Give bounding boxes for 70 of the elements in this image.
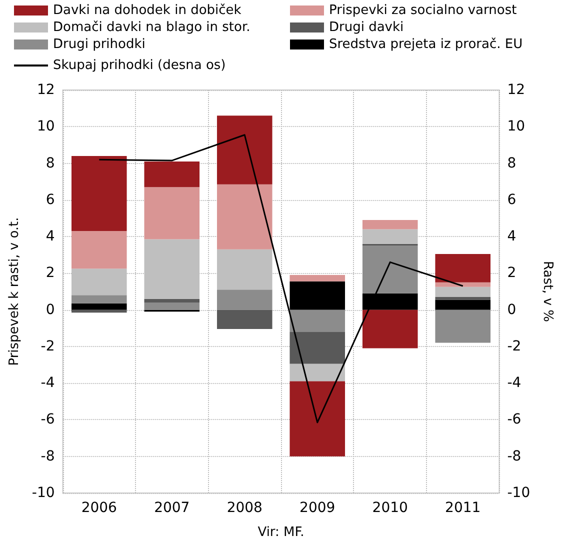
y-tick-label: -6 [40,412,55,428]
bar [435,254,491,282]
legend-label: Drugi prihodki [53,37,146,52]
y2-tick-label: 12 [507,82,526,98]
y2-tick-label: 10 [507,118,526,135]
x-tick-label: 2011 [445,500,481,516]
y-tick-label: 6 [46,192,55,208]
y2-axis-title: Rast, v % [540,260,555,322]
bar [144,298,200,302]
bar [435,310,491,343]
bar [216,290,272,310]
x-tick-label: 2008 [226,500,262,516]
bar [216,310,272,330]
y2-tick-label: 4 [507,228,516,245]
legend-label: Domači davki na blago in stor. [53,20,250,35]
x-tick-label: 2006 [81,500,118,516]
bar [71,310,127,313]
y-tick-label: -10 [32,485,55,501]
bar [362,220,418,230]
x-tick-label: 2009 [300,500,336,516]
bar [144,187,200,240]
bar [362,293,418,310]
y-tick-label: 12 [36,82,55,98]
y2-tick-label: -6 [507,412,522,428]
y2-tick-label: 6 [507,192,516,208]
bar [290,275,346,282]
bar [216,116,272,184]
y-tick-label: -4 [40,375,55,392]
bar [290,364,346,382]
line-series [98,134,464,424]
y-tick-label: 2 [46,265,55,282]
y2-tick-label: 0 [507,302,516,318]
x-tick-label: 2007 [154,500,190,516]
x-tick-label: 2010 [372,500,408,516]
y-tick-label: 10 [36,118,55,135]
y-tick-label: 0 [46,302,55,318]
bar [290,281,346,310]
bar [144,161,200,188]
bar [71,295,127,304]
y2-tick-label: 2 [507,265,516,282]
legend-label: Sredstva prejeta iz prorač. EU [329,37,523,52]
bar [71,303,127,310]
bar [362,246,418,294]
bar [290,381,346,456]
y-tick-label: 8 [46,155,55,172]
y-tick-label: -2 [40,338,55,354]
bar [435,286,491,297]
y-axis-title: Prispevek k rasti, v o.t. [7,217,22,366]
y2-tick-label: -2 [507,338,522,354]
text: Vir: MF. [258,525,304,540]
bar [290,310,346,332]
bar [435,300,491,310]
bar [144,302,200,310]
y2-tick-label: -8 [507,448,522,464]
bar [71,231,127,269]
bar [290,332,346,364]
legend-label: Drugi davki [329,20,404,35]
y2-tick-label: -4 [507,375,522,392]
bar [71,156,127,232]
bar [216,184,272,250]
legend-label: Prispevki za socialno varnost [329,3,517,18]
legend-label: Skupaj prihodki (desna os) [53,58,226,73]
bar [435,296,491,300]
y-tick-label: 4 [46,228,55,245]
y2-tick-label: 8 [507,155,516,172]
y-tick-label: -8 [40,448,55,464]
bar [362,310,418,348]
bar [435,282,491,287]
legend-label: Davki na dohodek in dobiček [53,3,242,18]
y2-tick-label: -10 [507,485,530,501]
